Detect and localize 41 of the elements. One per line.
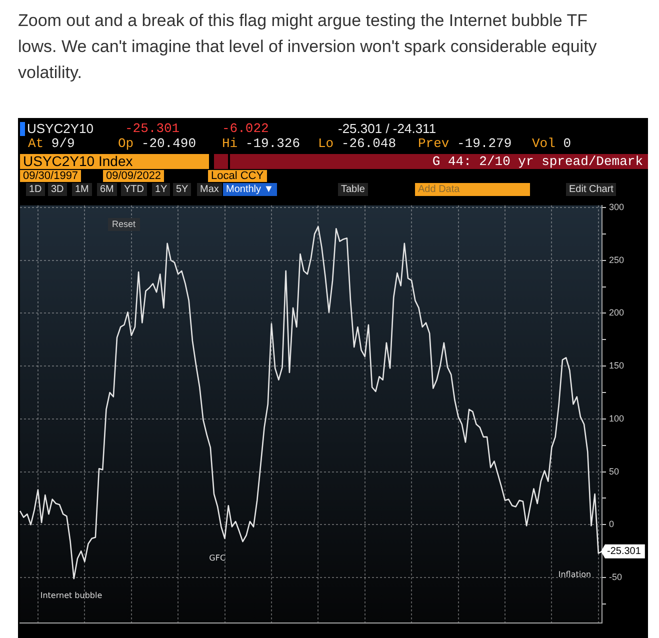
text: Local CCY	[208, 170, 267, 182]
y-tick-label: 150	[609, 360, 624, 371]
y-tick-label: 100	[609, 413, 624, 424]
chart-title: Zoom out and a break of this flag might argue testing the Internet bubble TF lows. We can't imagine that level of inversion won't spark considerable equity volatility.	[18, 10, 598, 84]
text: Add Data	[415, 183, 530, 196]
text: 6M	[97, 183, 117, 196]
annotation: Internet bubble	[40, 590, 102, 600]
text: Op -20.490	[118, 136, 196, 151]
y-tick-label: -50	[609, 572, 622, 582]
annotation: Inflation	[558, 570, 592, 580]
data-label: -25.301	[607, 546, 642, 558]
annotation: GFC	[209, 553, 226, 562]
text: 1M	[72, 183, 92, 196]
y-tick-label: 250	[609, 254, 624, 265]
y-tick-label: 0	[609, 519, 614, 530]
text: USYC2Y10	[27, 121, 94, 136]
text: Max	[197, 183, 222, 196]
text: Lo -26.048	[318, 136, 396, 151]
text: Edit Chart	[566, 183, 616, 196]
text: Hi -19.326	[222, 136, 300, 151]
text: Prev -19.279	[418, 136, 512, 151]
text: 09/09/2022	[103, 170, 164, 182]
text: 1Y	[152, 183, 170, 196]
y-tick-label: 200	[609, 308, 624, 318]
text: -6.022	[222, 121, 269, 136]
text: 3D	[48, 183, 67, 196]
text: Monthly ▼	[223, 183, 277, 196]
text: Vol 0	[532, 136, 572, 151]
annotation: Reset	[108, 218, 140, 231]
text: At 9/9	[28, 136, 75, 151]
text: Table	[338, 183, 368, 196]
text: USYC2Y10 Index	[20, 153, 209, 169]
text: -25.301 / -24.311	[338, 121, 436, 136]
y-tick-label: 50	[609, 466, 620, 476]
text: YTD	[121, 183, 147, 196]
text: 09/30/1997	[20, 170, 82, 182]
y-tick-label: 300	[609, 202, 624, 212]
text: 1D	[26, 183, 45, 196]
text: 5Y	[173, 183, 192, 196]
text: G 44: 2/10 yr spread/Demark	[432, 154, 643, 169]
text: -25.301	[125, 121, 180, 136]
